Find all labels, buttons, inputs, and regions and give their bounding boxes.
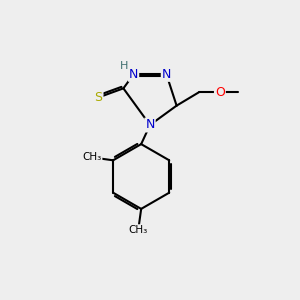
Text: N: N — [145, 118, 155, 131]
Text: CH₃: CH₃ — [129, 225, 148, 235]
Text: H: H — [120, 61, 128, 71]
Text: CH₃: CH₃ — [82, 152, 101, 162]
Text: O: O — [215, 86, 225, 99]
Text: N: N — [129, 68, 138, 81]
Text: S: S — [94, 91, 103, 104]
Text: N: N — [162, 68, 171, 81]
